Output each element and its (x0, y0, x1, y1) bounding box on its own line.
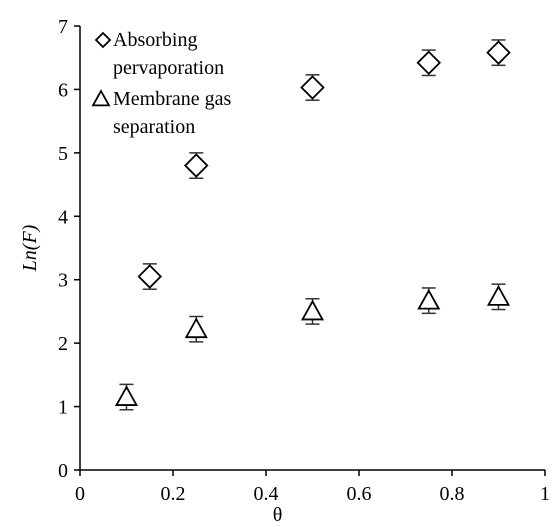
y-tick-label: 7 (58, 16, 68, 38)
y-tick-label: 6 (58, 79, 68, 101)
x-tick-label: 1 (540, 483, 550, 505)
legend-marker-triangle (91, 89, 111, 107)
diamond-icon (94, 31, 112, 49)
y-axis-title: Ln(F) (19, 224, 41, 272)
x-axis-title: θ (273, 504, 283, 526)
axes (79, 26, 545, 471)
triangle-icon (91, 89, 111, 107)
x-tick-label: 0 (75, 483, 85, 505)
legend-item-membrane-gas-separation: Membrane gas separation (91, 88, 232, 138)
legend: Absorbing pervaporation Membrane gas sep… (91, 29, 232, 138)
triangle-marker (486, 284, 511, 306)
data-point (417, 287, 441, 315)
diamond-marker (300, 75, 325, 100)
data-point (416, 49, 442, 77)
diamond-marker (183, 153, 209, 178)
data-point (300, 74, 325, 101)
data-point (184, 315, 208, 343)
legend-label-line-2: pervaporation (113, 57, 224, 79)
x-tick-label: 0.4 (254, 483, 279, 505)
data-point (486, 39, 511, 67)
data-point (183, 152, 209, 179)
x-tick-label: 0.2 (161, 483, 186, 505)
y-tick-group: 0 1 2 3 4 5 6 7 (58, 16, 80, 482)
x-tick-label: 0.6 (347, 483, 372, 505)
legend-label-line-2: separation (113, 116, 195, 138)
data-point (300, 297, 325, 325)
diamond-marker (486, 40, 511, 65)
legend-label-line-1: Absorbing (113, 29, 197, 51)
legend-item-absorbing-pervaporation: Absorbing pervaporation (94, 29, 224, 79)
data-point (114, 383, 139, 411)
x-tick-label: 0.8 (440, 483, 465, 505)
legend-marker-diamond (94, 31, 112, 49)
series-diamond (137, 39, 511, 290)
triangle-marker (114, 385, 139, 406)
y-tick-label: 1 (58, 397, 68, 419)
diamond-marker (137, 264, 163, 289)
y-tick-label: 5 (58, 143, 68, 165)
data-point (486, 283, 511, 311)
y-tick-label: 3 (58, 270, 68, 292)
plot-area (114, 39, 511, 411)
x-tick-group: 0 0.2 0.4 0.6 0.8 1 (75, 470, 550, 505)
y-tick-label: 2 (58, 333, 68, 355)
legend-label-line-1: Membrane gas (113, 88, 232, 110)
diamond-marker (416, 50, 442, 76)
triangle-marker (300, 299, 325, 321)
series-triangle (114, 283, 511, 411)
y-tick-label: 4 (58, 206, 68, 228)
data-point (137, 263, 163, 290)
triangle-marker (417, 288, 441, 310)
triangle-marker (184, 317, 208, 339)
y-tick-label: 0 (58, 460, 68, 482)
